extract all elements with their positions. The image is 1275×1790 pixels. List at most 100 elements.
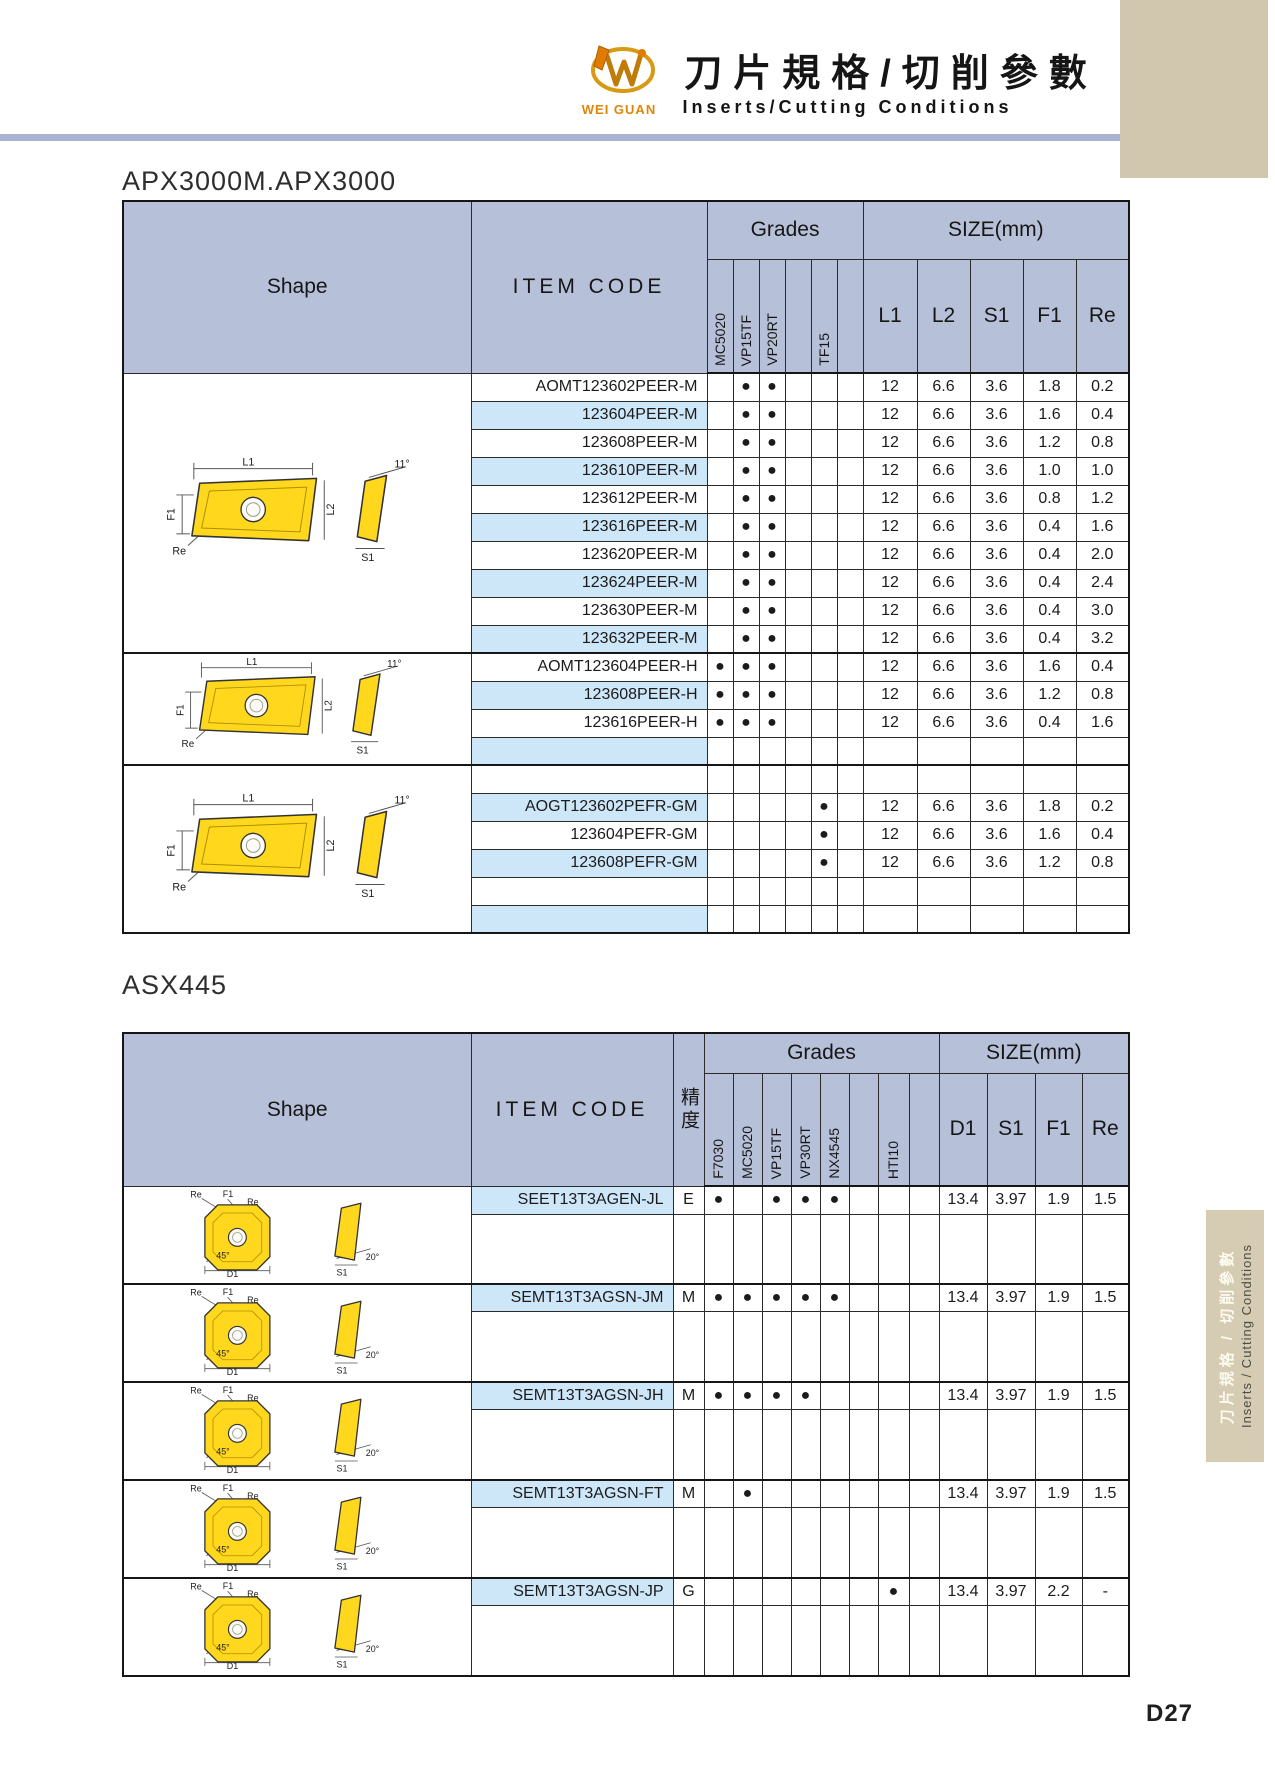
table-row: L1 F1 L2 Re 11° S1 AOMT123604PEER-H ● ● ● … — [122, 652, 1130, 766]
dot-cell — [877, 1605, 910, 1676]
dot-cell — [732, 904, 760, 934]
svg-text:Re: Re — [190, 1581, 201, 1591]
val-cell: 6.6 — [916, 512, 971, 542]
precision-cell: G — [672, 1576, 705, 1607]
code-cell — [470, 1213, 674, 1285]
dot-cell — [848, 1507, 879, 1578]
val-cell: 1.6 — [1075, 512, 1130, 542]
dot-cell — [848, 1478, 879, 1509]
code-cell — [470, 736, 708, 766]
svg-text:F1: F1 — [223, 1580, 233, 1590]
val-cell: 1.6 — [1022, 652, 1077, 682]
val-cell: 0.8 — [1075, 848, 1130, 878]
table-row: Re F1 Re 45° D1 20° S1 SEMT13T3AGSN-JM M… — [122, 1282, 1130, 1382]
dot-cell — [706, 764, 734, 794]
dot-cell — [836, 792, 864, 822]
dot-cell: ● — [703, 1185, 734, 1215]
dot-cell: ● — [732, 596, 760, 626]
dot-cell — [810, 568, 838, 598]
dot-cell — [761, 1507, 792, 1578]
dot-cell — [784, 428, 812, 458]
dot-cell: ● — [732, 484, 760, 514]
val-cell — [916, 736, 971, 766]
svg-text:D1: D1 — [227, 1269, 238, 1278]
size-col-header: F1 — [1034, 1072, 1083, 1187]
dot-cell — [819, 1380, 850, 1411]
dot-cell: ● — [758, 596, 786, 626]
dot-cell — [836, 876, 864, 906]
val-cell: 6.6 — [916, 428, 971, 458]
val-cell: 12 — [862, 708, 918, 738]
val-cell: 1.9 — [1034, 1478, 1083, 1509]
val-cell: 3.6 — [969, 512, 1024, 542]
val-cell — [916, 764, 971, 794]
dot-cell: ● — [732, 1282, 763, 1313]
dot-cell — [732, 848, 760, 878]
svg-text:11°: 11° — [395, 795, 410, 807]
val-cell: 3.6 — [969, 400, 1024, 430]
val-cell — [1075, 904, 1130, 934]
dot-cell: ● — [758, 624, 786, 654]
dot-cell — [706, 596, 734, 626]
dot-cell — [790, 1311, 821, 1382]
brand-name: WEI GUAN — [581, 102, 657, 117]
svg-text:D1: D1 — [227, 1563, 238, 1572]
dot-cell — [732, 1311, 763, 1382]
code-cell: 123630PEER-M — [470, 596, 708, 626]
dot-cell: ● — [758, 428, 786, 458]
dot-cell — [848, 1409, 879, 1480]
dot-cell — [810, 484, 838, 514]
dot-cell — [836, 624, 864, 654]
dot-cell — [810, 680, 838, 710]
val-cell: 0.4 — [1075, 820, 1130, 850]
dot-cell — [790, 1213, 821, 1285]
dot-cell — [703, 1507, 734, 1578]
dot-cell — [836, 372, 864, 402]
dot-cell: ● — [819, 1282, 850, 1313]
dot-cell — [758, 820, 786, 850]
svg-text:Re: Re — [247, 1588, 258, 1598]
dot-cell — [836, 512, 864, 542]
shape-cell: Re F1 Re 45° D1 20° S1 — [122, 1380, 472, 1480]
svg-text:F1: F1 — [166, 508, 178, 521]
header-divider — [0, 134, 1120, 141]
dot-cell — [706, 456, 734, 486]
dot-cell — [908, 1576, 940, 1607]
dot-cell — [810, 540, 838, 570]
table1-title: APX3000M.APX3000 — [122, 166, 397, 196]
dot-cell: ● — [703, 1380, 734, 1411]
val-cell: 3.6 — [969, 456, 1024, 486]
svg-text:F1: F1 — [223, 1482, 233, 1492]
table-header-row: Shape ITEM CODE Grades SIZE(mm) — [122, 200, 1130, 374]
dot-cell: ● — [706, 652, 734, 682]
val-cell: 13.4 — [938, 1576, 988, 1607]
size-col-header: S1 — [969, 258, 1024, 374]
dot-cell — [836, 596, 864, 626]
val-cell: 12 — [862, 512, 918, 542]
code-cell: SEMT13T3AGSN-JH — [470, 1380, 674, 1411]
dot-cell — [758, 764, 786, 794]
val-cell: 3.97 — [986, 1185, 1036, 1215]
val-cell: 3.6 — [969, 708, 1024, 738]
val-cell: 1.5 — [1081, 1185, 1130, 1215]
dot-cell — [758, 848, 786, 878]
size-col-header: S1 — [986, 1072, 1036, 1187]
dot-cell — [877, 1185, 910, 1215]
dot-cell — [790, 1507, 821, 1578]
dot-cell — [761, 1311, 792, 1382]
dot-cell: ● — [790, 1185, 821, 1215]
dot-cell — [908, 1409, 940, 1480]
val-cell: 12 — [862, 792, 918, 822]
dot-cell — [836, 456, 864, 486]
dot-cell: ● — [761, 1282, 792, 1313]
val-cell: 6.6 — [916, 652, 971, 682]
val-cell — [1081, 1311, 1130, 1382]
val-cell: 3.97 — [986, 1576, 1036, 1607]
col-header-grades: Grades — [706, 200, 864, 260]
code-cell — [470, 764, 708, 794]
val-cell: 12 — [862, 540, 918, 570]
table-row: 123610PEER-M ● ● 12 6.6 3.6 1.0 1.0 — [123, 456, 1130, 486]
dot-cell — [706, 512, 734, 542]
val-cell: 1.0 — [1022, 456, 1077, 486]
svg-text:F1: F1 — [166, 844, 178, 857]
